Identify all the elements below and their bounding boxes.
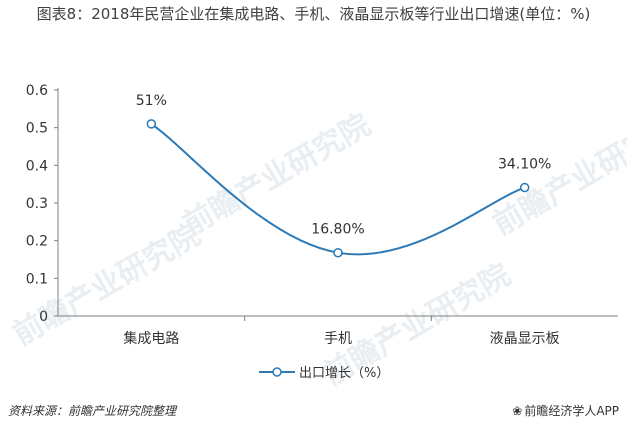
legend-marker: [272, 367, 282, 377]
y-tick-label: 0: [39, 309, 48, 325]
source-note: 资料来源：前瞻产业研究院整理: [8, 404, 177, 418]
brand-text: 前瞻经济学人APP: [524, 404, 619, 418]
y-tick-label: 0.6: [26, 83, 48, 99]
data-point: [519, 182, 530, 193]
legend-label: 出口增长（%）: [299, 366, 389, 381]
line-chart: 0 0.1 0.2 0.3 0.4 0.5 0.6 集成电路 手机 液晶显示板 51% 16.80% 3…: [26, 83, 618, 381]
y-tick-label: 0.4: [26, 158, 48, 174]
y-tick-label: 0.3: [26, 196, 48, 212]
data-point: [333, 247, 343, 258]
y-tick-label: 0.5: [26, 121, 48, 137]
x-tick-label: 集成电路: [123, 330, 179, 347]
paw-icon: ❀: [512, 404, 523, 418]
y-tick-label: 0.2: [26, 234, 48, 250]
data-label: 16.80%: [311, 222, 364, 238]
x-tick-label: 液晶显示板: [490, 331, 560, 347]
brand-label: ❀ 前瞻经济学人APP: [512, 402, 619, 419]
data-label: 34.10%: [498, 157, 551, 173]
y-tick-label: 0.1: [26, 271, 48, 287]
data-label: 51%: [136, 93, 167, 109]
data-point: [146, 119, 157, 129]
chart-title: 图表8：2018年民营企业在集成电路、手机、液晶显示板等行业出口增速(单位：%): [36, 5, 591, 23]
x-tick-label: 手机: [324, 331, 352, 347]
